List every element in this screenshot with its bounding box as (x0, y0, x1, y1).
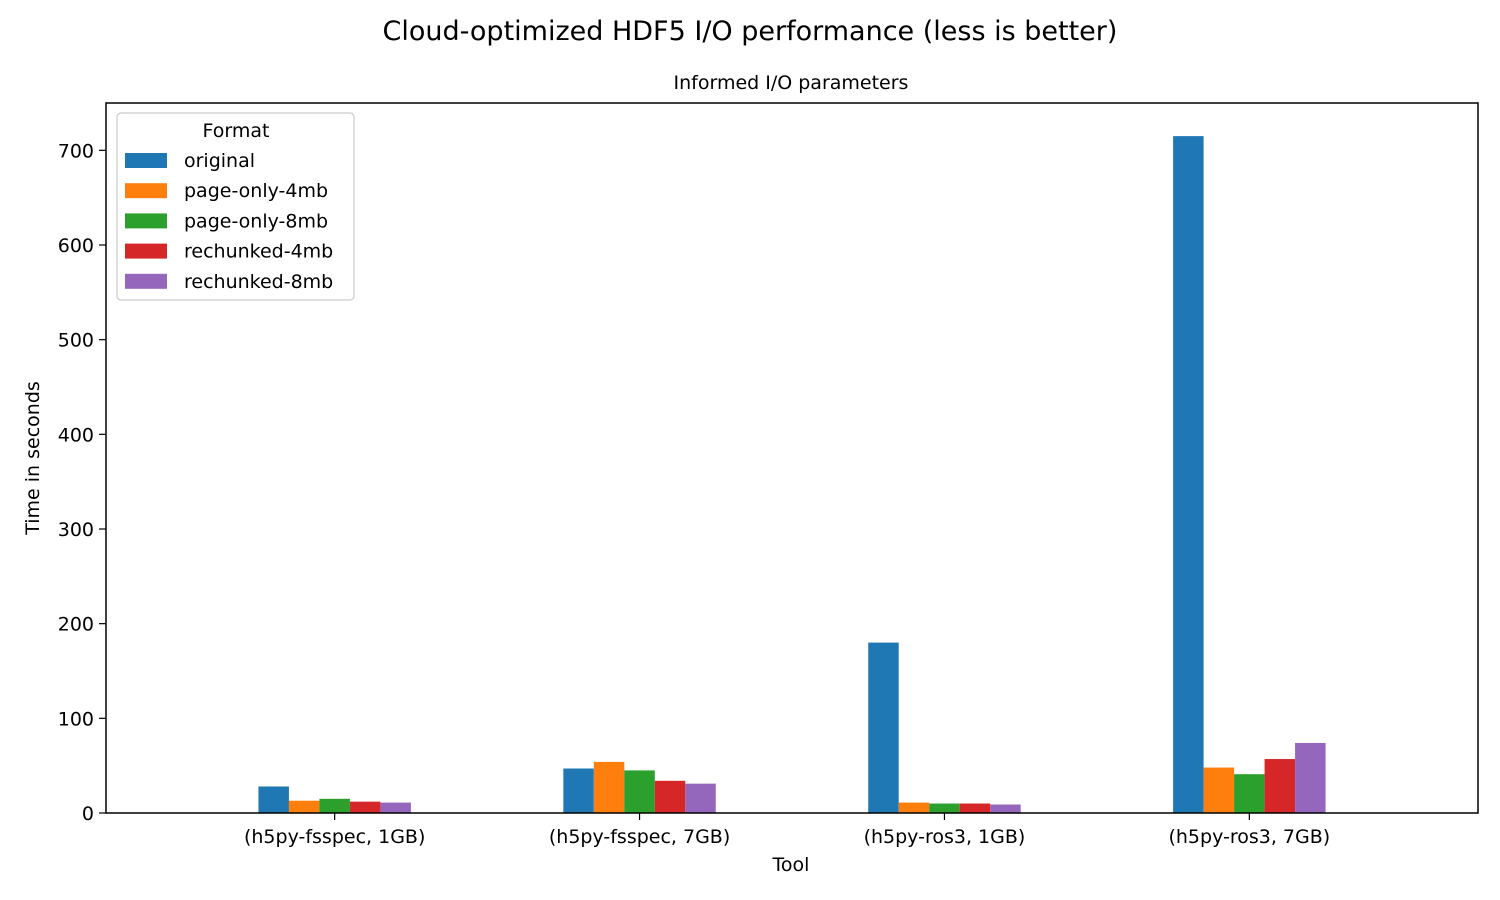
bar-rechunked-4mb-2 (959, 803, 991, 813)
bar-page-only-8mb-0 (319, 798, 350, 813)
bar-rechunked-4mb-0 (349, 801, 381, 813)
plot-frame (105, 102, 1479, 814)
y-tick-label: 700 (58, 140, 94, 162)
bar-rechunked-8mb-0 (380, 802, 411, 813)
legend-label-rechunked-8mb: rechunked-8mb (184, 271, 333, 293)
x-tick-label: (h5py-fsspec, 7GB) (549, 826, 730, 848)
bars-layer (258, 136, 1326, 814)
y-axis-ticks: 0 100 200 300 400 500 600 700 (58, 140, 106, 825)
x-axis-ticks: (h5py-fsspec, 1GB) (h5py-fsspec, 7GB) (h5p… (244, 813, 1330, 848)
y-tick-label: 400 (58, 424, 94, 446)
y-tick-label: 600 (58, 235, 94, 257)
y-tick-label: 200 (58, 614, 94, 636)
legend-label-rechunked-4mb: rechunked-4mb (184, 241, 333, 263)
legend-label-page-only-8mb: page-only-8mb (184, 210, 328, 232)
legend-swatch-original (125, 153, 167, 168)
legend: Format original page-only-4mb page-only-8m… (116, 112, 355, 301)
bar-rechunked-4mb-1 (654, 780, 686, 813)
bar-page-only-4mb-0 (288, 800, 320, 813)
x-axis-label: Tool (772, 854, 810, 876)
bar-original-2 (868, 642, 899, 813)
y-axis-label: Time in seconds (22, 381, 44, 536)
bar-rechunked-8mb-2 (990, 804, 1021, 813)
bar-rechunked-8mb-3 (1295, 742, 1326, 813)
y-tick-label: 100 (58, 708, 94, 730)
y-tick-label: 500 (58, 330, 94, 352)
x-tick-label: (h5py-ros3, 7GB) (1168, 826, 1330, 848)
chart-subtitle: Informed I/O parameters (674, 72, 909, 94)
bar-original-1 (563, 768, 594, 813)
legend-box (116, 112, 355, 301)
y-tick-label: 300 (58, 519, 94, 541)
bar-original-3 (1173, 136, 1204, 814)
legend-swatch-rechunked-4mb (125, 243, 167, 259)
bar-rechunked-4mb-3 (1264, 759, 1296, 813)
bar-page-only-4mb-2 (898, 802, 930, 813)
legend-swatch-page-only-8mb (125, 213, 167, 229)
legend-items: original page-only-4mb page-only-8mb rechun… (125, 150, 333, 293)
y-tick-label: 0 (82, 803, 94, 825)
x-tick-label: (h5py-fsspec, 1GB) (244, 826, 425, 848)
legend-swatch-page-only-4mb (125, 183, 167, 199)
bar-original-0 (258, 786, 289, 813)
x-tick-label: (h5py-ros3, 1GB) (864, 826, 1026, 848)
bar-page-only-8mb-3 (1234, 774, 1265, 813)
bar-page-only-8mb-1 (624, 770, 655, 813)
legend-title: Format (203, 120, 270, 142)
bar-rechunked-8mb-1 (685, 783, 716, 813)
bar-page-only-4mb-1 (593, 761, 625, 813)
bar-page-only-4mb-3 (1203, 767, 1235, 813)
bar-page-only-8mb-2 (929, 803, 960, 813)
chart-title: Cloud-optimized HDF5 I/O performance (le… (383, 16, 1118, 47)
legend-label-page-only-4mb: page-only-4mb (184, 180, 328, 202)
legend-label-original: original (184, 150, 255, 172)
legend-swatch-rechunked-8mb (125, 273, 167, 289)
